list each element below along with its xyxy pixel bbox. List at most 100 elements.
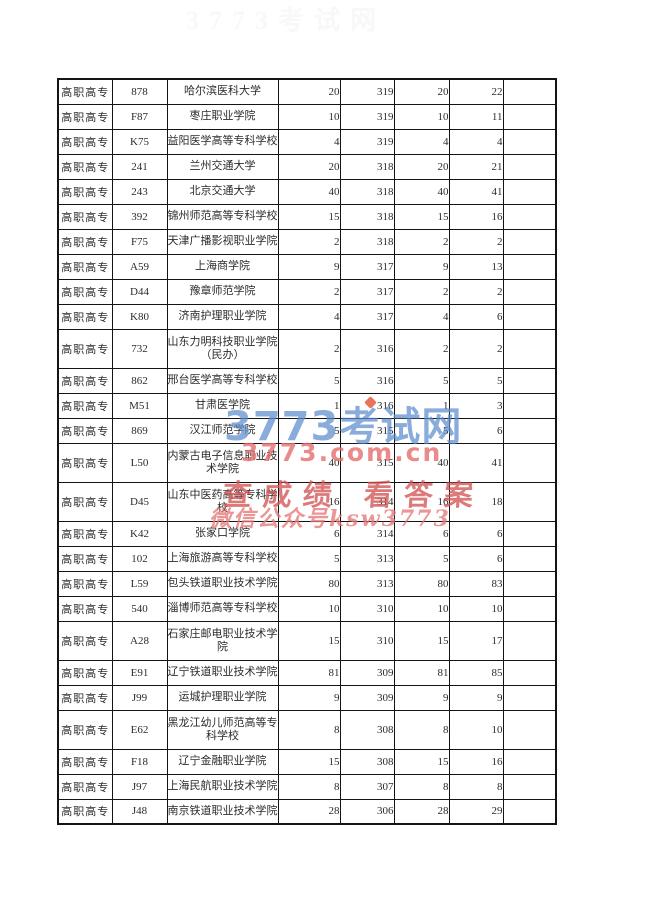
score-table-body: 高职高专 878 哈尔滨医科大学 20 319 20 22 高职高专 F87 枣庄职业学院 10 31… (57, 78, 557, 825)
school-cell: 豫章师范学院 (166, 278, 279, 305)
admit-number-cell: 16 (393, 481, 450, 522)
school-cell: 张家口学院 (166, 520, 279, 547)
plan-number-cell: 8 (277, 773, 341, 800)
score-cell: 318 (339, 228, 395, 255)
empty-cell (502, 367, 557, 394)
admit-number-cell: 10 (393, 103, 450, 130)
school-cell: 天津广播影视职业学院 (166, 228, 279, 255)
admit-number-cell: 4 (393, 303, 450, 330)
score-cell: 315 (339, 442, 395, 483)
code-cell: K42 (111, 520, 168, 547)
extra-number-cell: 3 (448, 392, 504, 419)
school-cell: 包头铁道职业技术学院 (166, 570, 279, 597)
table-row: 高职高专 L59 包头铁道职业技术学院 80 313 80 83 (57, 570, 557, 597)
plan-number-cell: 1 (277, 392, 341, 419)
category-cell: 高职高专 (57, 328, 113, 369)
extra-number-cell: 22 (448, 78, 504, 105)
category-cell: 高职高专 (57, 128, 113, 155)
extra-number-cell: 10 (448, 595, 504, 622)
score-cell: 315 (339, 417, 395, 444)
score-cell: 308 (339, 748, 395, 775)
code-cell: 862 (111, 367, 168, 394)
school-cell: 锦州师范高等专科学校 (166, 203, 279, 230)
admit-number-cell: 81 (393, 659, 450, 686)
empty-cell (502, 684, 557, 711)
table-row: 高职高专 878 哈尔滨医科大学 20 319 20 22 (57, 78, 557, 105)
score-cell: 318 (339, 153, 395, 180)
school-cell: 山东中医药高等专科学 校 (166, 481, 279, 522)
admit-number-cell: 20 (393, 78, 450, 105)
table-row: 高职高专 K42 张家口学院 6 314 6 6 (57, 520, 557, 547)
category-cell: 高职高专 (57, 278, 113, 305)
code-cell: E91 (111, 659, 168, 686)
school-cell: 邢台医学高等专科学校 (166, 367, 279, 394)
code-cell: J48 (111, 798, 168, 825)
code-cell: K80 (111, 303, 168, 330)
empty-cell (502, 228, 557, 255)
school-cell: 汉江师范学院 (166, 417, 279, 444)
table-row: 高职高专 241 兰州交通大学 20 318 20 21 (57, 153, 557, 180)
category-cell: 高职高专 (57, 595, 113, 622)
empty-cell (502, 659, 557, 686)
code-cell: A59 (111, 253, 168, 280)
extra-number-cell: 4 (448, 128, 504, 155)
table-row: 高职高专 392 锦州师范高等专科学校 15 318 15 16 (57, 203, 557, 230)
score-cell: 316 (339, 328, 395, 369)
empty-cell (502, 773, 557, 800)
code-cell: 392 (111, 203, 168, 230)
school-cell: 济南护理职业学院 (166, 303, 279, 330)
table-row: 高职高专 540 淄博师范高等专科学校 10 310 10 10 (57, 595, 557, 622)
category-cell: 高职高专 (57, 620, 113, 661)
school-cell: 上海商学院 (166, 253, 279, 280)
code-cell: 878 (111, 78, 168, 105)
school-cell: 淄博师范高等专科学校 (166, 595, 279, 622)
table-row: 高职高专 E62 黑龙江幼儿师范高等专 科学校 8 308 8 10 (57, 709, 557, 750)
code-cell: 540 (111, 595, 168, 622)
score-cell: 317 (339, 253, 395, 280)
table-row: 高职高专 A28 石家庄邮电职业技术学 院 15 310 15 17 (57, 620, 557, 661)
plan-number-cell: 80 (277, 570, 341, 597)
plan-number-cell: 10 (277, 595, 341, 622)
plan-number-cell: 6 (277, 520, 341, 547)
code-cell: D45 (111, 481, 168, 522)
extra-number-cell: 6 (448, 520, 504, 547)
table-row: 高职高专 E91 辽宁铁道职业技术学院 81 309 81 85 (57, 659, 557, 686)
empty-cell (502, 520, 557, 547)
admit-number-cell: 20 (393, 153, 450, 180)
empty-cell (502, 392, 557, 419)
admit-number-cell: 40 (393, 442, 450, 483)
extra-number-cell: 6 (448, 545, 504, 572)
extra-number-cell: 2 (448, 328, 504, 369)
school-cell: 石家庄邮电职业技术学 院 (166, 620, 279, 661)
table-row: 高职高专 L50 内蒙古电子信息职业技 术学院 40 315 40 41 (57, 442, 557, 483)
category-cell: 高职高专 (57, 709, 113, 750)
table-row: 高职高专 F87 枣庄职业学院 10 319 10 11 (57, 103, 557, 130)
school-cell: 上海民航职业技术学院 (166, 773, 279, 800)
empty-cell (502, 748, 557, 775)
admit-number-cell: 1 (393, 392, 450, 419)
category-cell: 高职高专 (57, 103, 113, 130)
category-cell: 高职高专 (57, 78, 113, 105)
table-row: 高职高专 K80 济南护理职业学院 4 317 4 6 (57, 303, 557, 330)
score-cell: 316 (339, 392, 395, 419)
empty-cell (502, 545, 557, 572)
plan-number-cell: 4 (277, 303, 341, 330)
admit-number-cell: 9 (393, 684, 450, 711)
empty-cell (502, 278, 557, 305)
admit-number-cell: 15 (393, 748, 450, 775)
score-cell: 310 (339, 620, 395, 661)
code-cell: F18 (111, 748, 168, 775)
plan-number-cell: 40 (277, 442, 341, 483)
extra-number-cell: 85 (448, 659, 504, 686)
school-cell: 辽宁金融职业学院 (166, 748, 279, 775)
plan-number-cell: 15 (277, 748, 341, 775)
plan-number-cell: 5 (277, 417, 341, 444)
empty-cell (502, 303, 557, 330)
table-row: 高职高专 D44 豫章师范学院 2 317 2 2 (57, 278, 557, 305)
plan-number-cell: 40 (277, 178, 341, 205)
school-cell: 运城护理职业学院 (166, 684, 279, 711)
table-row: 高职高专 J97 上海民航职业技术学院 8 307 8 8 (57, 773, 557, 800)
category-cell: 高职高专 (57, 203, 113, 230)
score-cell: 318 (339, 203, 395, 230)
category-cell: 高职高专 (57, 570, 113, 597)
